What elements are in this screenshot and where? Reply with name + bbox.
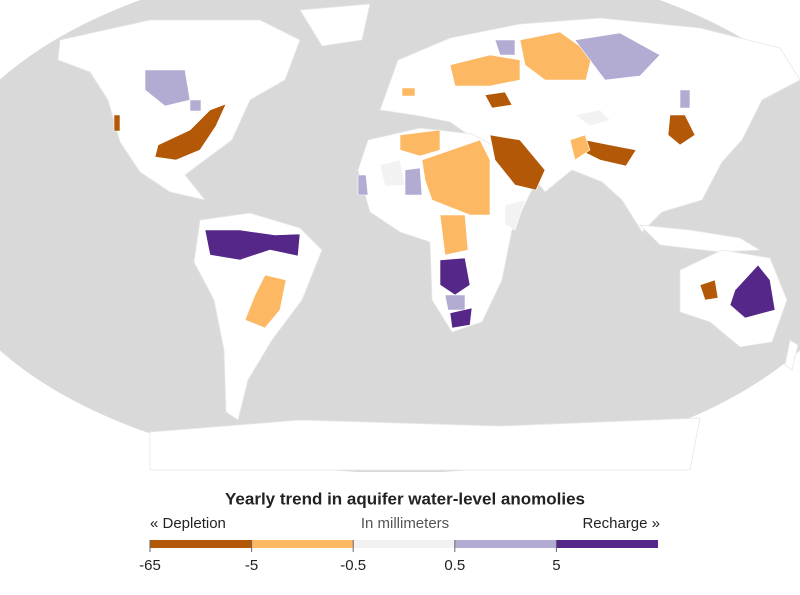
aquifer	[699, 279, 719, 301]
legend-tick-label: 5	[552, 557, 560, 574]
aquifer	[379, 159, 406, 187]
legend-swatch	[353, 540, 455, 548]
aquifer	[189, 99, 202, 112]
legend-tick-label: -5	[245, 557, 258, 574]
aquifer	[144, 69, 191, 107]
legend-right-label: Recharge »	[582, 515, 660, 532]
legend-swatch	[454, 540, 557, 548]
aquifer	[494, 39, 516, 56]
aquifer	[401, 87, 416, 97]
aquifer	[449, 307, 473, 329]
legend: Yearly trend in aquifer water-level anom…	[139, 489, 660, 573]
aquifer	[574, 109, 611, 127]
aquifer	[399, 129, 441, 157]
aquifer	[404, 167, 423, 196]
aquifer	[489, 134, 546, 191]
indonesia	[638, 224, 762, 253]
aquifer	[113, 114, 121, 132]
aquifer	[204, 229, 301, 261]
new-zealand	[784, 339, 799, 371]
legend-center-label: In millimeters	[361, 515, 449, 532]
aquifer	[449, 54, 521, 87]
aquifer	[679, 89, 691, 109]
greenland	[299, 3, 371, 47]
legend-tick-label: 0.5	[444, 557, 465, 574]
antarctica	[149, 417, 701, 471]
aquifer	[244, 274, 287, 329]
aquifer	[574, 32, 661, 81]
aquifer	[667, 114, 696, 146]
legend-swatch	[556, 540, 658, 548]
aquifer	[439, 214, 469, 256]
aquifer	[504, 199, 526, 231]
aquifer	[421, 139, 491, 216]
legend-swatch	[150, 540, 252, 548]
aquifer	[154, 103, 227, 161]
legend-tick-label: -65	[139, 557, 161, 574]
aquifer	[439, 257, 471, 296]
legend-left-label: « Depletion	[150, 515, 226, 532]
aquifer	[729, 264, 776, 319]
aquifer	[357, 174, 369, 196]
map	[0, 0, 800, 472]
aquifer	[519, 31, 593, 81]
aquifer	[444, 294, 466, 311]
aquifer	[484, 91, 513, 109]
legend-title: Yearly trend in aquifer water-level anom…	[225, 489, 585, 508]
legend-swatch	[251, 540, 354, 548]
north-america	[57, 19, 301, 201]
legend-tick-label: -0.5	[340, 557, 366, 574]
aquifer	[569, 134, 591, 161]
